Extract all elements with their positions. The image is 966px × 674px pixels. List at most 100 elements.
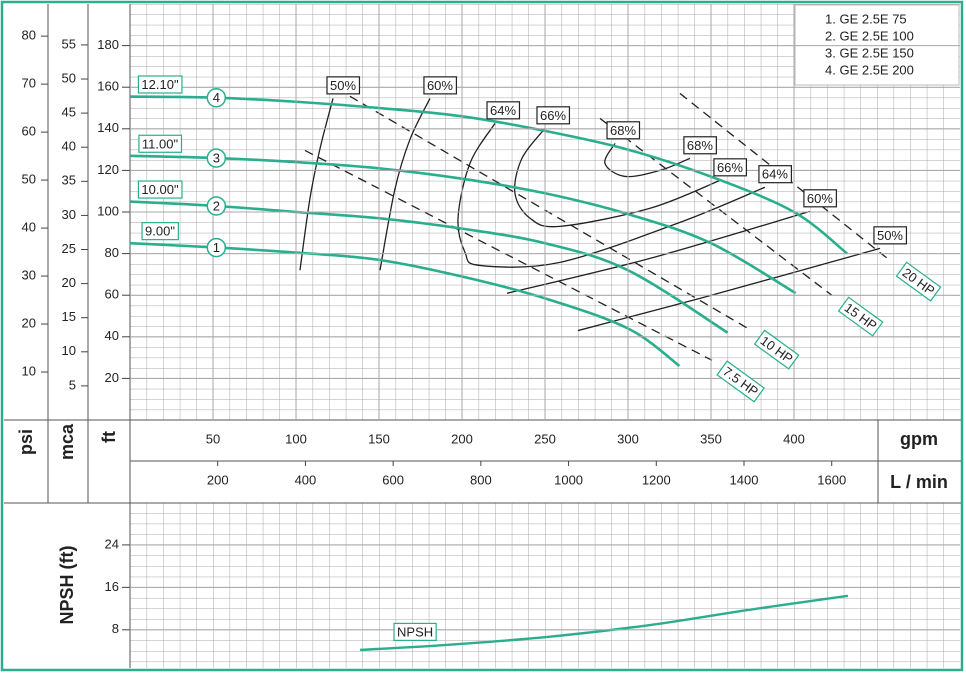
efficiency-label-group: 60% bbox=[803, 189, 837, 208]
curve-marker bbox=[206, 237, 227, 258]
power-label-box bbox=[753, 329, 800, 370]
psi-axis-title: psi bbox=[16, 429, 36, 455]
npsh-curve bbox=[360, 594, 849, 652]
efficiency-curve bbox=[457, 123, 766, 268]
lmin-tick-label: 1000 bbox=[554, 472, 583, 487]
series-label: 10.00" bbox=[141, 182, 179, 197]
efficiency-label: 60% bbox=[427, 78, 453, 93]
efficiency-label-box bbox=[536, 106, 571, 125]
efficiency-label-box bbox=[486, 101, 521, 120]
psi_axis-tick-label: 80 bbox=[22, 28, 36, 43]
lmin-tick-label: 200 bbox=[207, 472, 229, 487]
lmin-tick-label: 400 bbox=[295, 472, 317, 487]
series-label: 12.10" bbox=[141, 77, 179, 92]
series-label-group: NPSH bbox=[393, 622, 437, 641]
efficiency-curve bbox=[577, 247, 881, 332]
legend-entry: 3. GE 2.5E 150 bbox=[825, 45, 914, 60]
power-label-group: 10 HP bbox=[753, 329, 800, 370]
series-label-group: 11.00" bbox=[138, 134, 183, 153]
efficiency-label-box bbox=[606, 121, 641, 140]
mca_axis-tick-label: 15 bbox=[62, 309, 76, 324]
efficiency-label-box bbox=[423, 76, 458, 95]
x-axis-title: gpm bbox=[900, 429, 938, 449]
x-tick-label: 200 bbox=[451, 431, 473, 446]
efficiency-curve bbox=[506, 210, 811, 294]
efficiency-label-group: 68% bbox=[683, 136, 717, 155]
series-label: 9.00" bbox=[145, 224, 175, 239]
pump-curve bbox=[130, 95, 848, 255]
frame bbox=[4, 4, 961, 668]
efficiency-label-group: 64% bbox=[486, 101, 521, 120]
mca_axis-tick-label: 25 bbox=[62, 241, 76, 256]
curve-number: 4 bbox=[213, 90, 220, 105]
y-tick-label: 60 bbox=[105, 287, 119, 302]
mca_axis-tick-label: 20 bbox=[62, 275, 76, 290]
series-label-box bbox=[393, 622, 437, 641]
x-tick-label: 300 bbox=[617, 431, 639, 446]
series-label-group: 12.10" bbox=[137, 75, 183, 94]
mca_axis-tick-label: 55 bbox=[62, 36, 76, 51]
efficiency-label-box bbox=[873, 226, 908, 245]
efficiency-curve bbox=[299, 98, 334, 271]
efficiency-label: 66% bbox=[540, 108, 566, 123]
y-tick-label: 100 bbox=[97, 203, 119, 218]
lmin-axis-title: L / min bbox=[890, 472, 948, 492]
power-line bbox=[304, 149, 713, 361]
efficiency-label-box bbox=[803, 189, 837, 208]
x-tick-label: 150 bbox=[368, 431, 390, 446]
y-tick-label: 20 bbox=[105, 370, 119, 385]
series-label-box bbox=[141, 222, 179, 241]
efficiency-label: 66% bbox=[717, 160, 743, 175]
x-tick-label: 250 bbox=[534, 431, 556, 446]
legend-entry: 4. GE 2.5E 200 bbox=[825, 62, 914, 77]
efficiency-label-group: 66% bbox=[713, 158, 748, 177]
psi_axis-tick-label: 50 bbox=[22, 172, 36, 187]
npsh-axis-title: NPSH (ft) bbox=[57, 546, 77, 625]
curve-number: 2 bbox=[213, 198, 220, 213]
legend-entry: 1. GE 2.5E 75 bbox=[825, 11, 907, 26]
y-tick-label: 120 bbox=[97, 162, 119, 177]
power-label-box bbox=[716, 360, 765, 403]
x-tick-label: 100 bbox=[285, 431, 307, 446]
x-tick-label: 350 bbox=[700, 431, 722, 446]
minor-grid bbox=[130, 503, 960, 668]
curve-marker bbox=[206, 148, 227, 168]
lmin-tick-label: 1600 bbox=[817, 472, 846, 487]
efficiency-label: 50% bbox=[330, 78, 356, 93]
mca_axis-tick-label: 5 bbox=[69, 377, 76, 392]
mca_axis-tick-label: 35 bbox=[62, 173, 76, 188]
series-label-group: 10.00" bbox=[137, 180, 183, 199]
lmin-tick-label: 800 bbox=[470, 472, 492, 487]
curve-number: 1 bbox=[213, 240, 220, 255]
mca_axis-tick-label: 50 bbox=[62, 70, 76, 85]
legend-entry: 2. GE 2.5E 100 bbox=[825, 28, 914, 43]
lmin-tick-label: 600 bbox=[382, 472, 404, 487]
x-tick-label: 50 bbox=[206, 431, 220, 446]
efficiency-label-box bbox=[326, 76, 361, 95]
curve-marker bbox=[206, 88, 227, 108]
efficiency-label-box bbox=[713, 158, 748, 177]
psi_axis-tick-label: 60 bbox=[22, 124, 36, 139]
mca_axis-tick-label: 30 bbox=[62, 207, 76, 222]
efficiency-curve bbox=[379, 98, 431, 271]
y-tick-label: 180 bbox=[97, 37, 119, 52]
mca-axis-title: mca bbox=[57, 423, 77, 460]
y-tick-label: 40 bbox=[105, 328, 119, 343]
mca_axis-tick-label: 45 bbox=[62, 105, 76, 120]
efficiency-label: 64% bbox=[762, 167, 788, 182]
efficiency-label-group: 50% bbox=[873, 226, 908, 245]
curve-marker bbox=[206, 196, 227, 216]
y-tick-label: 24 bbox=[105, 536, 119, 551]
lmin-tick-label: 1200 bbox=[642, 472, 671, 487]
power-label-box bbox=[837, 296, 884, 337]
efficiency-label-box bbox=[758, 165, 792, 184]
ft-axis-title: ft bbox=[99, 431, 119, 443]
series-label-group: 9.00" bbox=[141, 222, 179, 241]
series-label-box bbox=[137, 75, 183, 94]
power-label-box bbox=[895, 261, 942, 302]
series-label: 11.00" bbox=[142, 136, 179, 151]
psi_axis-tick-label: 20 bbox=[22, 315, 36, 330]
y-tick-label: 8 bbox=[112, 621, 119, 636]
